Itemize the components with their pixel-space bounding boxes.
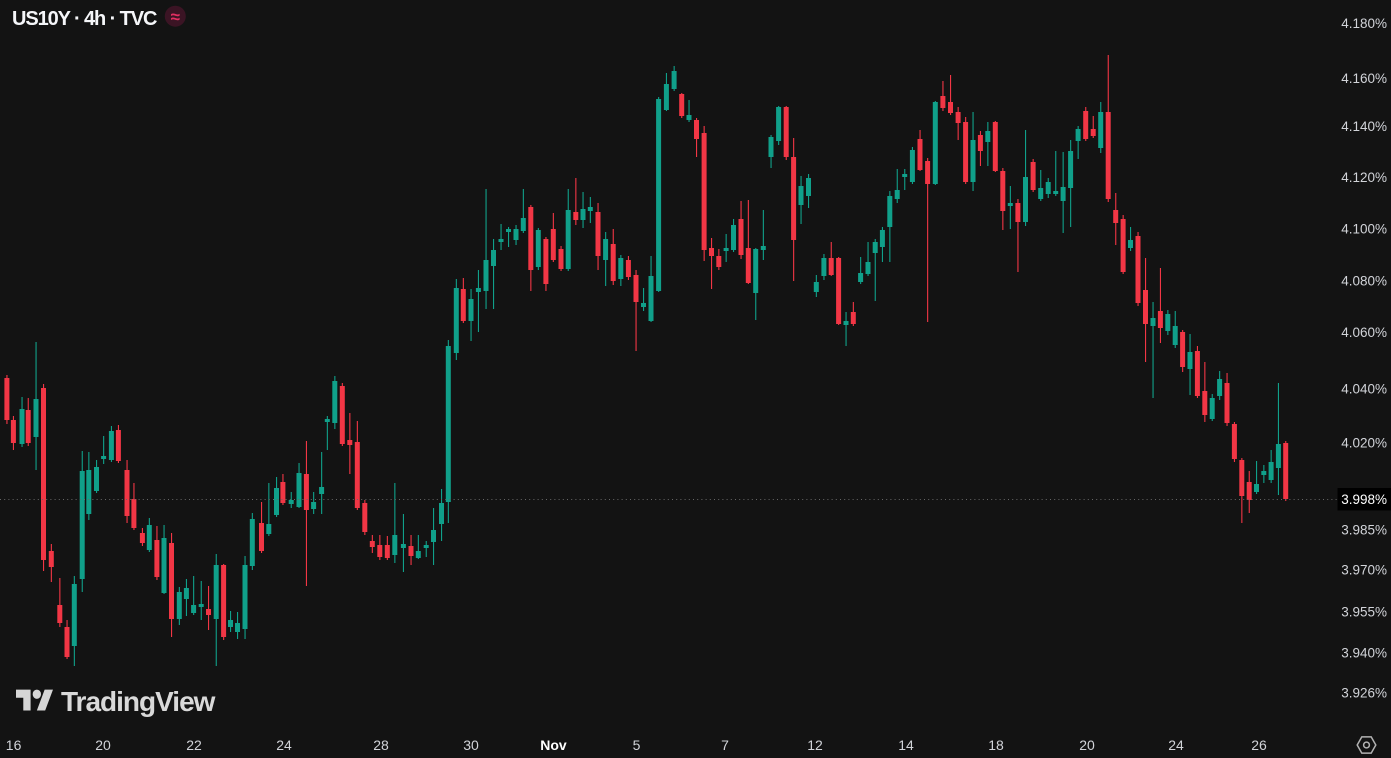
svg-text:26: 26 xyxy=(1251,737,1267,753)
svg-text:3.955%: 3.955% xyxy=(1341,605,1387,620)
svg-text:4.160%: 4.160% xyxy=(1341,71,1387,86)
svg-text:22: 22 xyxy=(186,737,202,753)
svg-text:3.926%: 3.926% xyxy=(1341,686,1387,701)
svg-text:≈: ≈ xyxy=(171,7,180,26)
svg-text:4.140%: 4.140% xyxy=(1341,119,1387,134)
svg-text:3.970%: 3.970% xyxy=(1341,563,1387,578)
svg-text:4.100%: 4.100% xyxy=(1341,222,1387,237)
svg-text:30: 30 xyxy=(463,737,479,753)
svg-text:3.940%: 3.940% xyxy=(1341,646,1387,661)
svg-text:28: 28 xyxy=(373,737,389,753)
svg-text:4.060%: 4.060% xyxy=(1341,325,1387,340)
svg-text:TradingView: TradingView xyxy=(61,686,216,717)
svg-text:20: 20 xyxy=(95,737,111,753)
svg-text:4.120%: 4.120% xyxy=(1341,170,1387,185)
svg-text:3.985%: 3.985% xyxy=(1341,523,1387,538)
svg-text:Nov: Nov xyxy=(540,737,567,753)
svg-text:24: 24 xyxy=(1168,737,1184,753)
svg-text:5: 5 xyxy=(633,737,641,753)
svg-text:4.040%: 4.040% xyxy=(1341,382,1387,397)
svg-text:18: 18 xyxy=(988,737,1004,753)
svg-text:7: 7 xyxy=(721,737,729,753)
svg-text:14: 14 xyxy=(898,737,914,753)
svg-text:12: 12 xyxy=(807,737,823,753)
svg-text:16: 16 xyxy=(6,737,22,753)
svg-text:US10Y · 4h · TVC: US10Y · 4h · TVC xyxy=(12,8,157,30)
svg-text:4.180%: 4.180% xyxy=(1341,16,1387,31)
svg-text:4.020%: 4.020% xyxy=(1341,436,1387,451)
svg-text:24: 24 xyxy=(276,737,292,753)
svg-text:3.998%: 3.998% xyxy=(1341,492,1387,507)
svg-text:20: 20 xyxy=(1079,737,1095,753)
svg-text:4.080%: 4.080% xyxy=(1341,274,1387,289)
